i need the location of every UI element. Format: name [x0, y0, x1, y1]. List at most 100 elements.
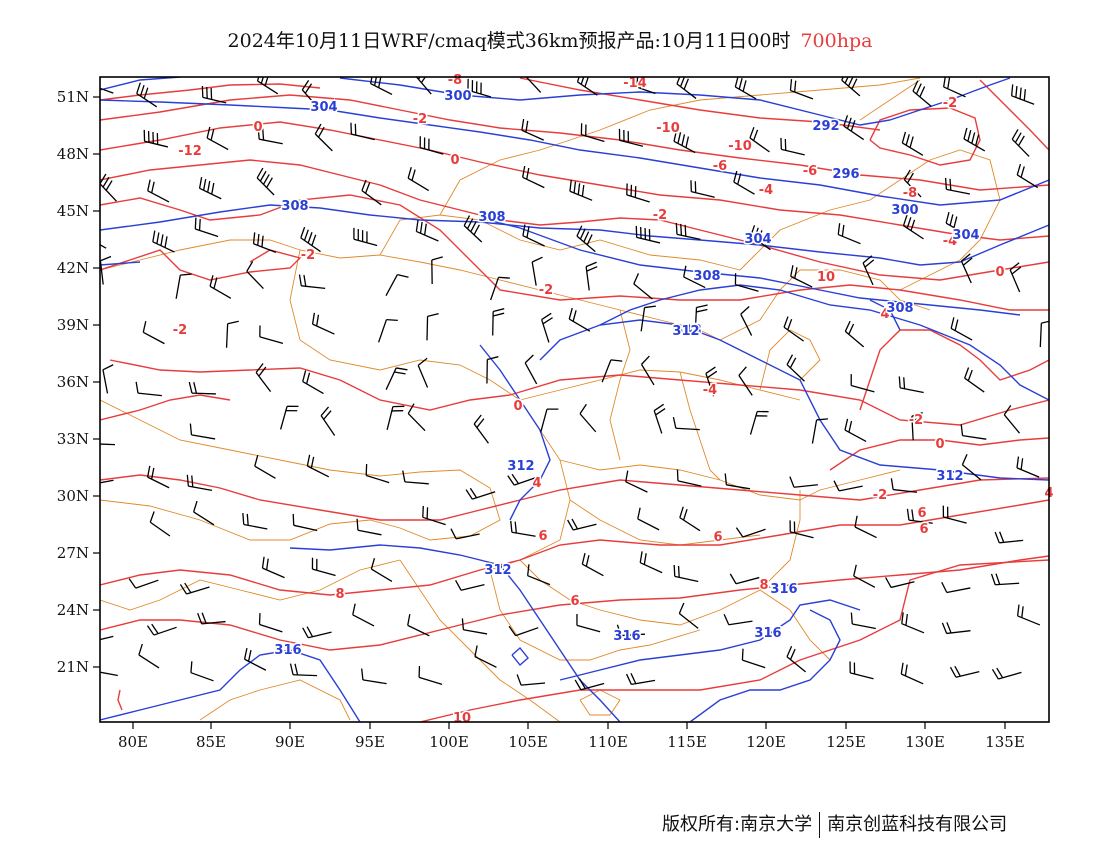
- height-contour: [100, 204, 1049, 266]
- height-contour: [100, 261, 141, 266]
- temperature-label: -2: [873, 488, 887, 503]
- height-label: 312: [484, 563, 511, 578]
- border-line: [100, 559, 401, 611]
- border-line: [289, 249, 571, 571]
- border-line: [759, 329, 821, 391]
- temperature-contour: [859, 329, 1049, 411]
- wind-barb: [298, 274, 326, 290]
- wind-barb: [521, 118, 545, 141]
- height-label: 312: [672, 324, 699, 339]
- wind-barb: [616, 624, 646, 637]
- temperature-contour: [100, 159, 1049, 281]
- wind-barb: [902, 214, 924, 240]
- wind-barb: [942, 505, 967, 524]
- lat-tick-label: 27N: [57, 544, 89, 562]
- temperature-label: 8: [335, 587, 344, 602]
- height-contour: [479, 344, 551, 521]
- wind-barb: [637, 507, 660, 531]
- temperature-label: -6: [713, 159, 727, 174]
- wind-barb: [225, 320, 239, 348]
- temperature-label: -4: [759, 183, 773, 198]
- wind-barb: [243, 647, 267, 671]
- wind-barb: [361, 179, 382, 206]
- height-label: 308: [693, 269, 720, 284]
- wind-barb: [581, 552, 604, 577]
- border-line: [100, 239, 721, 341]
- temperature-label: -2: [301, 248, 315, 263]
- border-line: [679, 371, 721, 481]
- lat-tick-label: 42N: [57, 259, 89, 277]
- wind-barb: [749, 410, 769, 435]
- wind-barb: [463, 215, 483, 243]
- wind-barb: [289, 663, 318, 677]
- wind-barb: [301, 79, 319, 109]
- temperature-contour: [100, 121, 1049, 241]
- wind-barb: [576, 225, 596, 253]
- wind-barb: [100, 243, 107, 249]
- temperature-label: -6: [803, 164, 817, 179]
- wind-barb: [849, 661, 874, 680]
- temperature-contour: [419, 559, 1049, 722]
- wind-barb: [146, 465, 170, 489]
- wind-barbs: [100, 77, 1049, 691]
- temperature-label: 6: [713, 530, 722, 545]
- wind-barb: [467, 78, 492, 98]
- wind-barb: [833, 480, 863, 492]
- wind-barb: [568, 307, 591, 332]
- pressure-level-label: 700hpa: [800, 30, 873, 52]
- wind-barb: [186, 474, 213, 492]
- wind-barb: [461, 618, 488, 635]
- height-contour: [559, 599, 861, 681]
- height-contour: [539, 319, 1049, 481]
- wind-barb: [100, 479, 114, 484]
- height-label: 312: [507, 459, 534, 474]
- temperature-contour: [100, 555, 1049, 651]
- wind-barb: [837, 223, 861, 245]
- title-text: 2024年10月11日WRF/cmaq模式36km预报产品:10月11日00时: [227, 30, 791, 52]
- wind-barb: [906, 508, 933, 524]
- wind-barb: [190, 661, 214, 682]
- wind-barb: [579, 403, 597, 433]
- wind-barb: [576, 613, 601, 633]
- wind-barb: [102, 364, 114, 394]
- wind-barb: [676, 469, 702, 487]
- wind-barb: [653, 403, 666, 434]
- wind-barb: [789, 79, 814, 100]
- plot-frame: [99, 76, 1050, 723]
- wind-barb: [100, 173, 117, 202]
- lon-tick-label: 85E: [196, 733, 226, 751]
- wind-barb: [426, 312, 439, 341]
- wind-barb: [361, 668, 387, 685]
- province-borders: [100, 77, 1001, 722]
- wind-barb: [949, 665, 980, 678]
- wind-barb: [311, 557, 336, 577]
- wind-barb: [885, 577, 915, 589]
- temperature-contour: [100, 394, 231, 421]
- wind-barb: [567, 518, 597, 531]
- wind-barb: [1011, 129, 1030, 157]
- height-contour: [289, 544, 621, 722]
- wind-barb: [407, 614, 430, 637]
- wind-barb: [844, 418, 867, 443]
- wind-barb: [522, 165, 545, 189]
- wind-barb: [350, 122, 375, 141]
- wind-barb: [407, 403, 426, 432]
- wind-barb: [625, 470, 648, 493]
- temperature-label: 10: [453, 711, 471, 726]
- wind-barb: [903, 169, 922, 198]
- border-line: [199, 679, 351, 721]
- height-label: 300: [444, 89, 471, 104]
- wind-barb: [789, 476, 818, 488]
- temperature-contour: [519, 77, 881, 131]
- temperature-label: 4: [880, 307, 889, 322]
- lat-tick-label: 30N: [57, 487, 89, 505]
- border-line: [579, 689, 621, 716]
- wind-barb: [960, 424, 987, 440]
- wind-barb: [990, 573, 1020, 586]
- temperature-contour: [869, 107, 981, 166]
- wind-barb: [1016, 456, 1040, 478]
- temperature-label: 0: [513, 399, 522, 414]
- wind-barb: [844, 320, 865, 348]
- wind-barb: [694, 304, 708, 332]
- border-line: [899, 259, 961, 291]
